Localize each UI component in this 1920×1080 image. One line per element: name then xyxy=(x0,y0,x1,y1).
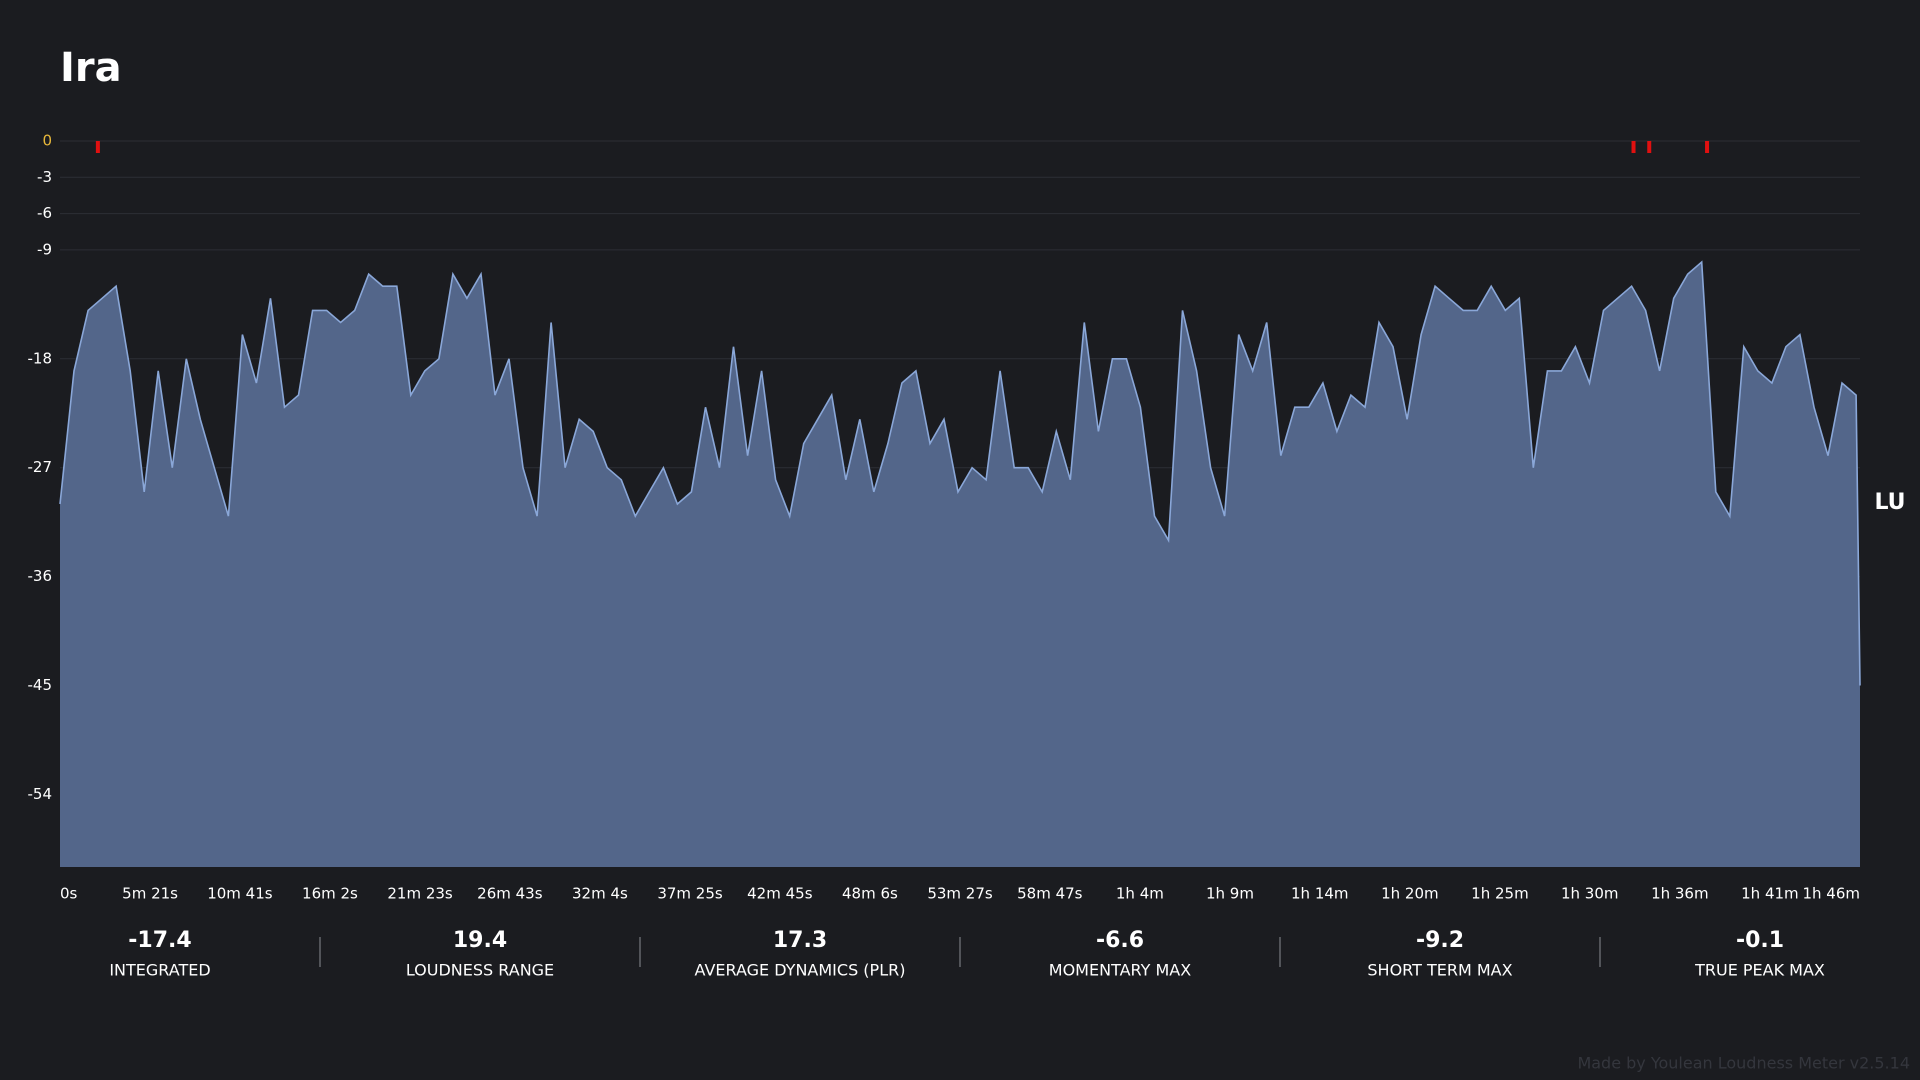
true-peak-marker xyxy=(1647,141,1652,153)
x-tick-label: 0s xyxy=(60,885,78,903)
y-tick-label: -54 xyxy=(28,785,53,803)
true-peak-marker xyxy=(1705,141,1710,153)
stat-label: TRUE PEAK MAX xyxy=(1694,961,1825,980)
stat-label: MOMENTARY MAX xyxy=(1049,961,1191,980)
stat-value: -6.6 xyxy=(1096,928,1144,953)
x-tick-label: 32m 4s xyxy=(572,885,628,903)
true-peak-marker xyxy=(95,141,100,153)
stat-value: -17.4 xyxy=(128,928,191,953)
x-tick-label: 37m 25s xyxy=(657,885,723,903)
x-tick-label: 1h 41m xyxy=(1741,885,1799,903)
title: Ira xyxy=(60,45,122,91)
true-peak-marker xyxy=(1631,141,1636,153)
stat-label: INTEGRATED xyxy=(109,961,210,980)
y-tick-label: -9 xyxy=(37,240,52,258)
x-tick-label: 58m 47s xyxy=(1017,885,1083,903)
stat-value: 19.4 xyxy=(453,928,507,953)
x-tick-label: 48m 6s xyxy=(842,885,898,903)
y-tick-label: -6 xyxy=(37,204,52,222)
x-tick-label: 1h 30m xyxy=(1561,885,1619,903)
x-tick-label: 1h 9m xyxy=(1206,885,1254,903)
x-tick-label: 21m 23s xyxy=(387,885,453,903)
stat-label: LOUDNESS RANGE xyxy=(406,961,554,980)
stat-label: SHORT TERM MAX xyxy=(1367,961,1512,980)
x-tick-label: 16m 2s xyxy=(302,885,358,903)
y-tick-label: -45 xyxy=(28,676,53,694)
stat-label: AVERAGE DYNAMICS (PLR) xyxy=(695,961,906,980)
x-tick-label: 5m 21s xyxy=(122,885,178,903)
stat-value: 17.3 xyxy=(773,928,827,953)
stat-value: -0.1 xyxy=(1736,928,1784,953)
unit-label: LU xyxy=(1874,490,1905,515)
y-tick-label: -3 xyxy=(37,168,52,186)
x-tick-label: 1h 20m xyxy=(1381,885,1439,903)
x-tick-label: 1h 36m xyxy=(1651,885,1709,903)
x-tick-label: 42m 45s xyxy=(747,885,813,903)
x-tick-label: 10m 41s xyxy=(207,885,273,903)
x-tick-label: 53m 27s xyxy=(927,885,993,903)
x-tick-label: 1h 25m xyxy=(1471,885,1529,903)
x-tick-label: 26m 43s xyxy=(477,885,543,903)
y-tick-label: -18 xyxy=(28,349,53,367)
area-fill xyxy=(60,262,1860,867)
y-tick-label: -36 xyxy=(28,567,53,585)
area-line xyxy=(59,260,1861,686)
x-tick-label: 1h 46m xyxy=(1802,885,1860,903)
x-tick-label: 1h 4m xyxy=(1116,885,1164,903)
stat-value: -9.2 xyxy=(1416,928,1464,953)
x-tick-label: 1h 14m xyxy=(1291,885,1349,903)
y-tick-label: 0 xyxy=(42,132,52,150)
y-tick-label: -27 xyxy=(28,458,53,476)
footer: Made by Youlean Loudness Meter v2.5.14 xyxy=(1577,1054,1910,1073)
